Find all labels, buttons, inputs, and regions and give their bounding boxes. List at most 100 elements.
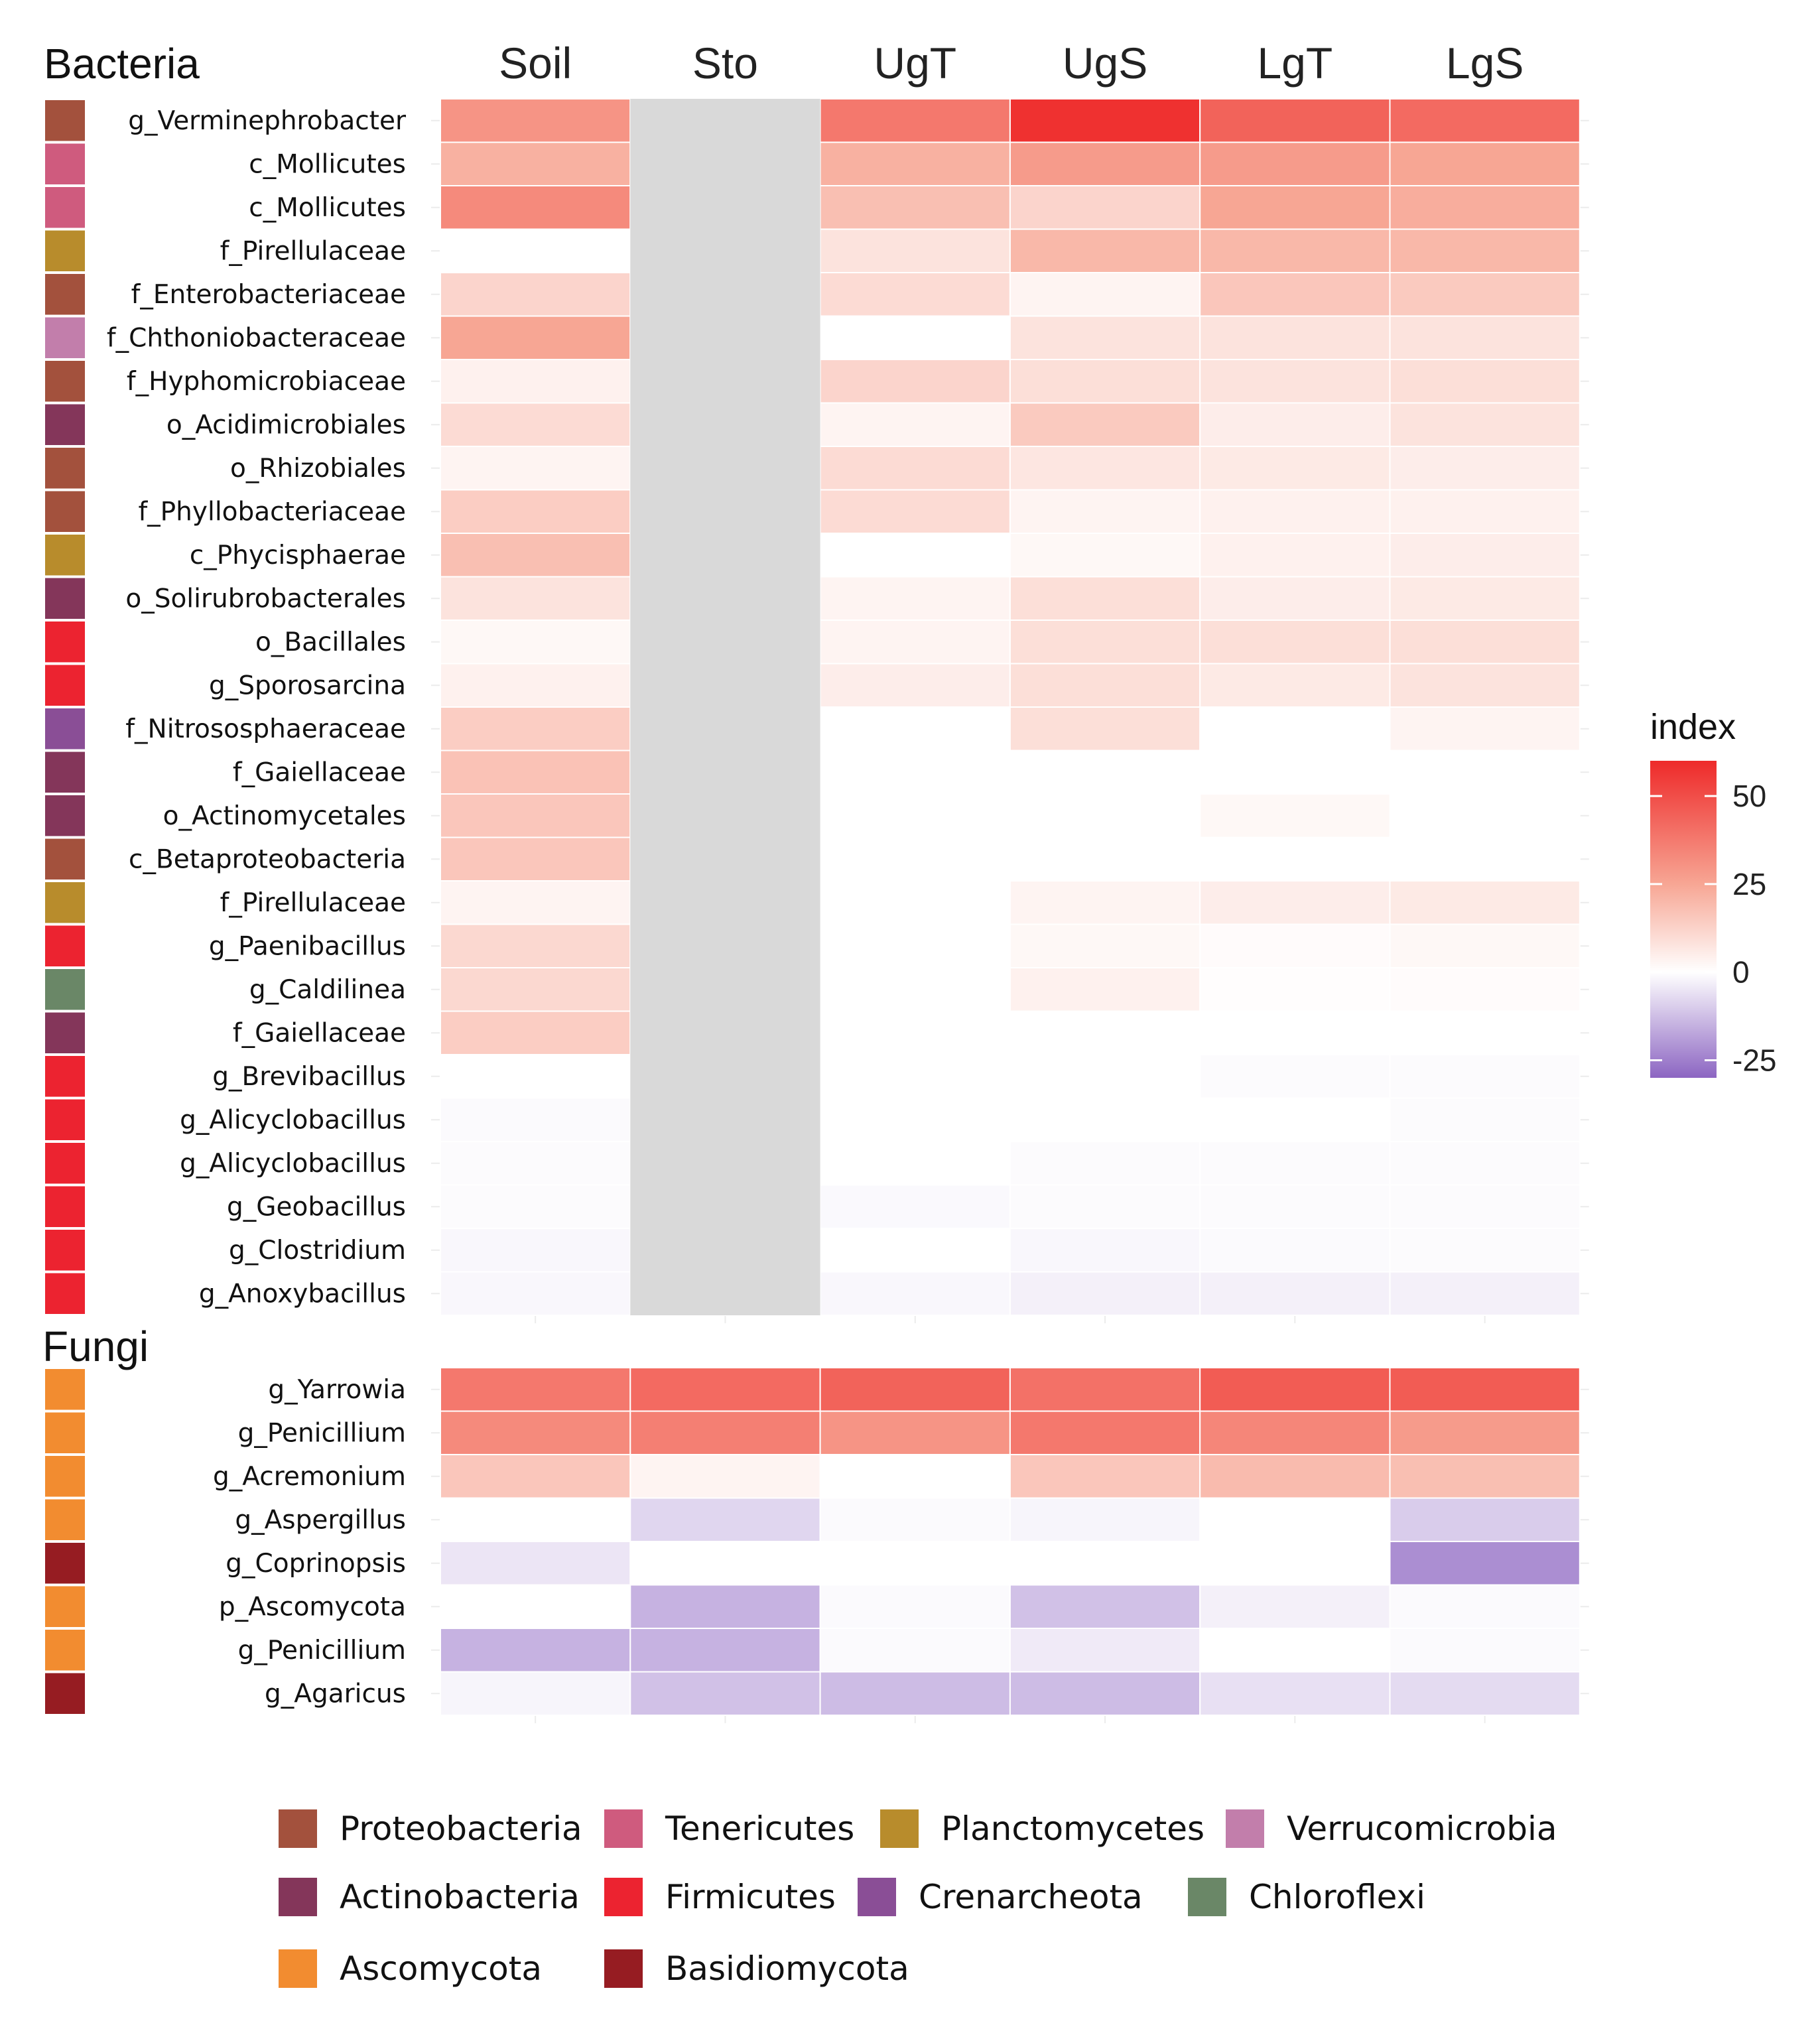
heatmap-cell <box>1009 1228 1201 1273</box>
phylum-swatch <box>45 751 85 793</box>
row-label: o_Actinomycetales <box>163 801 406 831</box>
heatmap-cell <box>1389 880 1581 925</box>
row-label: g_Brevibacillus <box>212 1062 406 1092</box>
heatmap-cell <box>1199 272 1391 317</box>
heatmap-cell <box>440 1228 631 1273</box>
row-label: f_Phyllobacteriaceae <box>138 497 406 527</box>
row-label: g_Clostridium <box>229 1236 406 1266</box>
row-label: f_Pirellulaceae <box>220 888 406 918</box>
heatmap-cell <box>1199 967 1391 1012</box>
row-label: g_Agaricus <box>265 1679 406 1709</box>
heatmap-cell <box>1009 446 1201 491</box>
row-label: o_Bacillales <box>255 627 406 657</box>
heatmap-cell <box>1199 1497 1391 1542</box>
heatmap-cell <box>1009 1671 1201 1716</box>
legend-swatch <box>1188 1878 1226 1916</box>
heatmap-cell <box>440 1097 631 1142</box>
heatmap-cell <box>1389 1541 1581 1586</box>
heatmap-cell <box>1389 1497 1581 1542</box>
heatmap-cell <box>1389 1671 1581 1716</box>
heatmap-cell <box>819 880 1011 925</box>
phylum-swatch <box>45 665 85 706</box>
legend-label: Proteobacteria <box>340 1809 582 1848</box>
phylum-swatch <box>45 1412 85 1453</box>
phylum-swatch <box>45 230 85 271</box>
heatmap-cell <box>1199 315 1391 360</box>
legend-label: Chloroflexi <box>1249 1878 1425 1916</box>
colorbar-tick-label: 0 <box>1732 955 1750 990</box>
heatmap-cell <box>440 359 631 404</box>
heatmap-cell <box>1389 141 1581 186</box>
heatmap-cell <box>1199 98 1391 143</box>
phylum-swatch <box>45 1056 85 1097</box>
phylum-swatch <box>45 100 85 141</box>
heatmap-cell <box>819 402 1011 447</box>
row-label: f_Gaiellaceae <box>233 757 406 787</box>
row-label: g_Acremonium <box>213 1462 406 1492</box>
phylum-swatch <box>45 621 85 663</box>
row-label: c_Betaproteobacteria <box>129 844 406 874</box>
heatmap-cell <box>819 1141 1011 1186</box>
row-label: o_Acidimicrobiales <box>166 410 406 440</box>
heatmap-cell <box>1199 836 1391 882</box>
heatmap-cell <box>440 836 631 882</box>
phylum-swatch <box>45 143 85 184</box>
heatmap-cell <box>819 620 1011 665</box>
heatmap-cell <box>1199 1671 1391 1716</box>
row-label: o_Rhizobiales <box>230 454 406 484</box>
row-label: g_Penicillium <box>238 1418 406 1448</box>
row-label: f_Pirellulaceae <box>220 236 406 266</box>
legend-item-chloroflexi: Chloroflexi <box>1188 1878 1425 1916</box>
heatmap-cell <box>1199 1541 1391 1586</box>
heatmap-cell <box>1009 880 1201 925</box>
heatmap-cell <box>1009 793 1201 838</box>
panel-title: Fungi <box>42 1323 149 1370</box>
column-label-soil: Soil <box>499 38 572 88</box>
phylum-swatch <box>45 1099 85 1140</box>
heatmap-cell <box>819 272 1011 317</box>
heatmap-cell <box>819 1497 1011 1542</box>
heatmap-cell <box>819 446 1011 491</box>
heatmap-cell <box>1199 1010 1391 1055</box>
heatmap-cell <box>819 185 1011 230</box>
phylum-swatch <box>45 1012 85 1053</box>
row-label: g_Alicyclobacillus <box>180 1149 406 1179</box>
heatmap-cell <box>1199 793 1391 838</box>
row-label: g_Paenibacillus <box>209 931 406 961</box>
missing-data-column <box>630 99 820 1315</box>
heatmap-cell <box>1009 402 1201 447</box>
heatmap-cell <box>1389 1628 1581 1673</box>
column-label-ugt: UgT <box>874 38 956 88</box>
heatmap-cell <box>440 1584 631 1629</box>
legend-label: Actinobacteria <box>340 1878 580 1916</box>
heatmap-cell <box>1009 1454 1201 1499</box>
row-label: g_Coprinopsis <box>226 1549 406 1579</box>
legend-swatch <box>604 1809 643 1848</box>
legend-swatch <box>858 1878 896 1916</box>
phylum-swatch <box>45 1543 85 1584</box>
row-label: c_Phycisphaerae <box>190 541 406 570</box>
heatmap-cell <box>1389 359 1581 404</box>
column-label-lgs: LgS <box>1446 38 1524 88</box>
heatmap-cell <box>819 1671 1011 1716</box>
heatmap-cell <box>1009 620 1201 665</box>
heatmap-cell <box>819 750 1011 795</box>
heatmap-cell <box>440 1628 631 1673</box>
heatmap-cell <box>440 533 631 578</box>
heatmap-cell <box>1009 228 1201 273</box>
panel-bacteria: Bacteriag_Verminephrobacterc_Mollicutesc… <box>44 40 1581 1316</box>
heatmap-cell <box>1389 706 1581 751</box>
row-label: g_Geobacillus <box>227 1192 406 1222</box>
heatmap-cell <box>1389 836 1581 882</box>
heatmap-cell <box>1199 1054 1391 1099</box>
phylum-swatch <box>45 1673 85 1714</box>
heatmap-cell <box>819 967 1011 1012</box>
legend-swatch <box>604 1878 643 1916</box>
heatmap-cell <box>1009 1497 1201 1542</box>
heatmap-cell <box>1389 446 1581 491</box>
heatmap-cell <box>1199 1228 1391 1273</box>
row-label: f_Chthoniobacteraceae <box>107 323 406 353</box>
heatmap-cell <box>1009 141 1201 186</box>
heatmap-cell <box>819 1054 1011 1099</box>
legend-label: Firmicutes <box>665 1878 836 1916</box>
